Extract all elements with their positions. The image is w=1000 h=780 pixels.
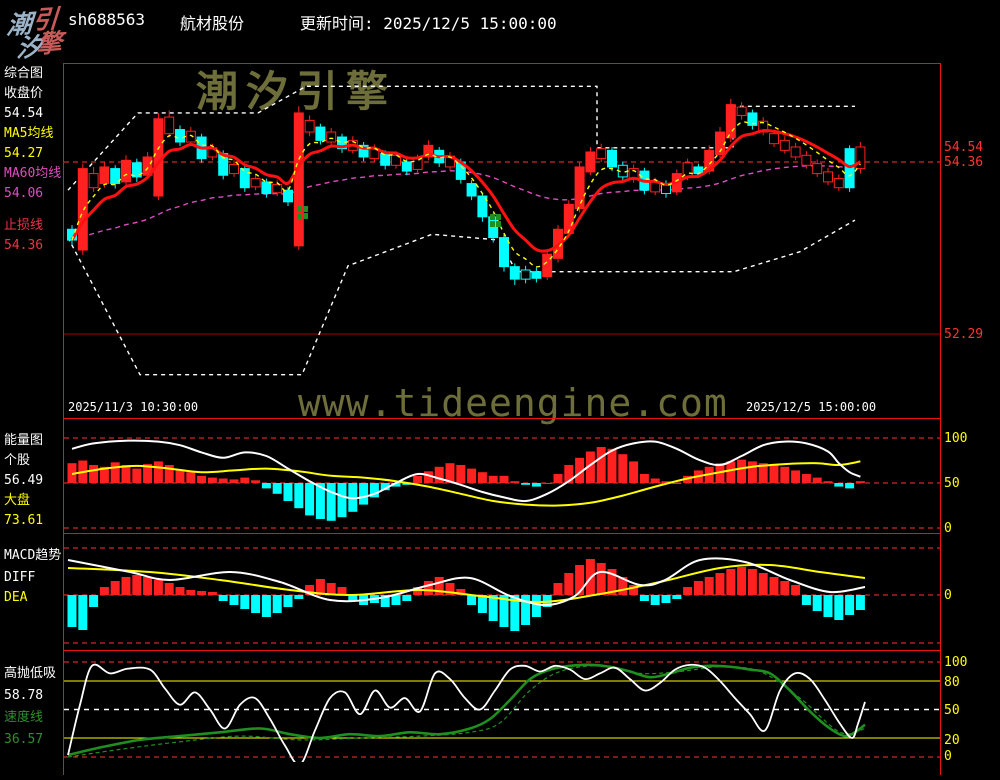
main-legend-label: 综合图 <box>4 66 44 81</box>
energy-legend-label: 56.49 <box>4 473 44 488</box>
macd-panel[interactable] <box>64 540 940 650</box>
main-axis-value: 52.29 <box>944 327 984 342</box>
swing-axis-value: 100 <box>944 655 968 670</box>
main-legend-label: 止损线 <box>4 218 44 233</box>
logo-char: 擎 <box>35 28 64 59</box>
swing-legend-label: 高抛低吸 <box>4 666 57 681</box>
date-range-end: 2025/12/5 15:00:00 <box>746 400 877 414</box>
macd-axis-value: 0 <box>944 588 952 603</box>
stock-name: 航材股份 <box>180 14 245 33</box>
swing-axis-value: 50 <box>944 703 960 718</box>
macd-legend-label: DIFF <box>4 570 36 585</box>
macd-legend-label: MACD趋势 <box>4 548 62 563</box>
energy-legend-label: 73.61 <box>4 513 44 528</box>
swing-legend-label: 58.78 <box>4 688 44 703</box>
energy-axis-value: 50 <box>944 476 960 491</box>
energy-panel[interactable] <box>64 430 940 533</box>
url-watermark: www.tideengine.com <box>298 381 728 425</box>
main-legend-label: 收盘价 <box>4 86 44 101</box>
energy-axis-value: 100 <box>944 431 968 446</box>
energy-legend-label: 能量图 <box>4 433 44 448</box>
energy-legend-label: 个股 <box>4 453 31 468</box>
main-legend-label: 54.36 <box>4 238 44 253</box>
signal-marker <box>297 206 308 219</box>
date-range-start: 2025/11/3 10:30:00 <box>68 400 199 414</box>
main-legend-label: MA60均线 <box>4 166 62 181</box>
macd-legend-label: DEA <box>4 590 28 605</box>
main-legend-label: 54.54 <box>4 106 44 121</box>
main-legend-label: 54.06 <box>4 186 44 201</box>
main-candlestick-panel[interactable] <box>64 63 940 418</box>
app-logo[interactable]: 潮引汐擎 <box>0 0 64 63</box>
macd-panel-bottom-border <box>63 650 941 651</box>
swing-legend-label: 速度线 <box>4 710 44 725</box>
chart-border-right <box>940 63 941 775</box>
signal-marker <box>490 214 501 227</box>
main-axis-value: 54.36 <box>944 155 984 170</box>
swing-axis-value: 0 <box>944 749 952 764</box>
swing-panel[interactable] <box>64 655 940 762</box>
swing-axis-value: 20 <box>944 733 960 748</box>
energy-axis-value: 0 <box>944 521 952 536</box>
main-panel-bottom-border <box>63 418 941 419</box>
swing-axis-value: 80 <box>944 675 960 690</box>
stock-code: sh688563 <box>68 10 146 29</box>
energy-legend-label: 大盘 <box>4 493 31 508</box>
main-legend-label: 54.27 <box>4 146 44 161</box>
main-panel-top-border <box>63 63 941 64</box>
update-time: 更新时间: 2025/12/5 15:00:00 <box>300 14 557 33</box>
chart-border-left <box>63 63 64 775</box>
main-legend-label: MA5均线 <box>4 126 54 141</box>
brand-watermark: 潮汐引擎 <box>196 67 397 116</box>
swing-legend-label: 36.57 <box>4 732 44 747</box>
main-axis-value: 54.54 <box>944 140 984 155</box>
energy-panel-bottom-border <box>63 533 941 534</box>
